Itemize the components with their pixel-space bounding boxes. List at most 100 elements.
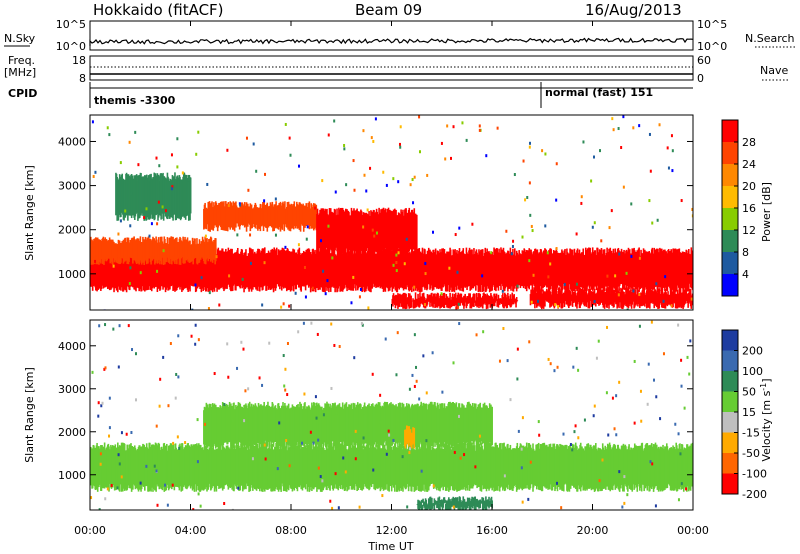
velocity-scatter-cell (618, 380, 621, 384)
velocity-scatter-cell (478, 434, 481, 438)
velocity-scatter-cell (319, 475, 322, 479)
power-scatter-cell (106, 126, 109, 130)
velocity-scatter-cell (353, 356, 356, 360)
power-colorbar-label-item: 12 (742, 224, 756, 237)
velocity-scatter-cell (409, 447, 412, 451)
velocity-scatter-cell (199, 504, 202, 508)
velocity-cell (460, 501, 463, 505)
velocity-scatter-cell (284, 367, 287, 371)
power-scatter-cell (593, 155, 596, 159)
power-cell (189, 177, 192, 214)
velocity-scatter-cell (640, 419, 643, 423)
velocity-scatter-cell (301, 441, 304, 445)
velocity-scatter-cell (171, 483, 174, 487)
velocity-scatter-cell (562, 432, 565, 436)
power-cell (412, 298, 414, 302)
power-cell (405, 300, 408, 309)
velocity-cell (448, 497, 450, 510)
nsky-trace-line (89, 37, 694, 46)
velocity-scatter-cell (97, 414, 100, 418)
velocity-scatter-cell (372, 468, 375, 472)
power-scatter-cell (590, 179, 593, 183)
power-scatter-cell (625, 271, 628, 275)
velocity-scatter-cell (177, 375, 180, 379)
power-cell (467, 299, 470, 304)
power-scatter-cell (227, 204, 230, 208)
power-scatter-cell (680, 199, 683, 203)
power-scatter-cell (365, 189, 368, 193)
power-scatter-cell (395, 261, 398, 265)
velocity-scatter-cell (509, 398, 512, 402)
power-scatter-cell (411, 178, 414, 182)
velocity-colorbar-swatch (722, 453, 738, 474)
power-cell (492, 300, 494, 307)
power-scatter-cell (575, 232, 578, 236)
power-scatter-cell (418, 115, 421, 119)
power-scatter-cell (373, 234, 376, 238)
power-scatter-cell (239, 203, 242, 207)
power-scatter-cell (119, 219, 122, 223)
velocity-scatter-cell (237, 486, 240, 490)
velocity-scatter-cell (573, 430, 576, 434)
velocity-scatter-cell (177, 334, 180, 338)
power-colorbar-swatch (722, 142, 738, 164)
power-cell (469, 293, 471, 309)
power-scatter-cell (465, 138, 468, 142)
power-scatter-cell (395, 253, 398, 257)
velocity-scatter-cell (506, 359, 509, 363)
power-cell (431, 292, 433, 307)
power-cell (393, 296, 395, 304)
velocity-scatter-cell (655, 395, 658, 399)
velocity-cell (422, 498, 424, 503)
power-scatter-cell (392, 263, 395, 267)
power-scatter-cell (128, 282, 131, 286)
power-scatter-cell (599, 149, 602, 153)
power-scatter-cell (155, 156, 158, 160)
power-scatter-cell (321, 179, 324, 183)
velocity-scatter-cell (611, 396, 614, 400)
power-scatter-cell (372, 139, 375, 143)
velocity-scatter-cell (145, 464, 148, 468)
velocity-cell (419, 500, 421, 503)
power-scatter-cell (658, 123, 661, 127)
velocity-scatter-cell (159, 377, 162, 381)
velocity-colorbar: 200 100 50 15 -15 -50 -100 -200 (721, 329, 767, 501)
power-cell (503, 297, 505, 309)
velocity-scatter-cell (680, 358, 683, 362)
power-scatter-cell (662, 299, 665, 303)
velocity-cell (426, 504, 429, 510)
power-scatter-cell (128, 140, 131, 144)
velocity-scatter-cell (354, 429, 357, 433)
velocity-colorbar-swatch (722, 432, 738, 453)
velocity-scatter-cell (192, 508, 195, 510)
velocity-scatter-cell (268, 341, 271, 345)
power-scatter-cell (612, 128, 615, 132)
power-scatter-cell (194, 283, 197, 287)
power-colorbar-label-item: 20 (742, 180, 756, 193)
power-scatter-cell (371, 228, 374, 232)
velocity-scatter-cell (278, 421, 281, 425)
station-title: Hokkaido (fitACF) (93, 1, 224, 19)
power-scatter-cell (547, 275, 550, 279)
velocity-scatter-cell (680, 384, 683, 388)
power-scatter-cell (649, 169, 652, 173)
power-scatter-cell (582, 140, 585, 144)
velocity-scatter-cell (172, 441, 175, 445)
velocity-scatter-cell (516, 377, 519, 381)
nave-tick-bottom: 0 (697, 72, 704, 85)
velocity-scatter-cell (639, 389, 642, 393)
power-scatter-cell (311, 286, 314, 290)
power-cell (453, 293, 456, 307)
velocity-scatter-cell (315, 416, 318, 420)
power-scatter-cell (333, 119, 336, 123)
velocity-cell (485, 499, 488, 510)
power-scatter-cell (510, 252, 513, 256)
x-tick-label: 04:00 (175, 524, 207, 537)
velocity-scatter-cell (396, 331, 399, 335)
velocity-scatter-cell (354, 457, 357, 461)
power-scatter-cell (593, 299, 596, 303)
velocity-cell (434, 500, 437, 504)
power-cell (414, 299, 416, 309)
power-scatter-cell (617, 293, 620, 297)
